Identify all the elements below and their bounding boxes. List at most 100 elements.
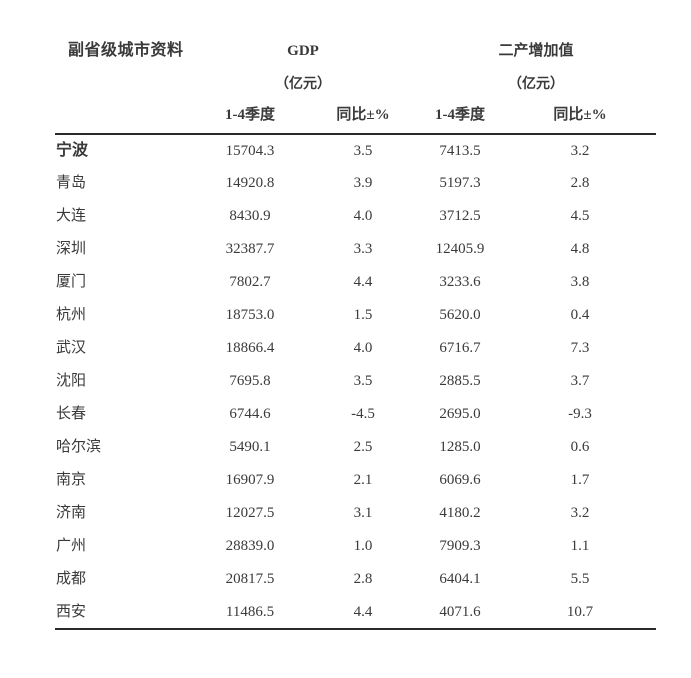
gdp-yoy-value: 3.9 (353, 175, 373, 191)
gdp-yoy-value: 3.5 (353, 373, 373, 389)
secondary-yoy-value: 1.1 (570, 538, 590, 554)
gdp-yoy-header: 同比±% (336, 106, 390, 123)
city-name: 武汉 (56, 340, 87, 356)
table-row: 武汉 18866.4 4.0 6716.7 7.3 (55, 332, 656, 365)
gdp-value: 18866.4 (225, 340, 275, 356)
table-row: 广州 28839.0 1.0 7909.3 1.1 (55, 530, 656, 563)
table-row: 宁波 15704.3 3.5 7413.5 3.2 (55, 134, 656, 167)
table-header: 副省级城市资料 GDP 二产增加值 （亿元） （亿元） 1-4季度 同比±% 1… (55, 29, 657, 134)
gdp-group-header: GDP (287, 42, 319, 59)
city-name: 济南 (56, 505, 87, 521)
table-row: 大连 8430.9 4.0 3712.5 4.5 (55, 200, 656, 233)
city-name: 西安 (56, 603, 87, 620)
city-name: 广州 (56, 538, 87, 554)
group-header-row: 副省级城市资料 GDP 二产增加值 (55, 29, 656, 73)
secondary-unit-label: （亿元） (508, 77, 565, 93)
table-row: 南京 16907.9 2.1 6069.6 1.7 (55, 464, 656, 497)
secondary-yoy-value: 3.2 (570, 142, 590, 159)
table-row: 沈阳 7695.8 3.5 2885.5 3.7 (55, 365, 656, 398)
city-name: 青岛 (56, 175, 87, 191)
secondary-value: 6069.6 (439, 472, 481, 488)
table-body: 宁波 15704.3 3.5 7413.5 3.2 青岛 14920.8 3.9… (55, 134, 657, 629)
secondary-yoy-value: 5.5 (570, 571, 590, 587)
gdp-yoy-value: 3.1 (353, 505, 373, 521)
city-name: 南京 (56, 472, 87, 488)
gdp-value: 18753.0 (225, 307, 275, 323)
gdp-value: 11486.5 (225, 603, 275, 620)
secondary-yoy-value: 4.8 (570, 241, 590, 257)
table-row: 哈尔滨 5490.1 2.5 1285.0 0.6 (55, 431, 656, 464)
secondary-yoy-header: 同比±% (553, 106, 607, 123)
gdp-value: 28839.0 (225, 538, 275, 554)
gdp-value: 5490.1 (229, 439, 271, 455)
city-name: 厦门 (56, 274, 87, 290)
secondary-group-header: 二产增加值 (498, 42, 574, 59)
secondary-yoy-value: 7.3 (570, 340, 590, 356)
gdp-yoy-value: 2.1 (353, 472, 373, 488)
spacer-cell (55, 97, 190, 134)
gdp-value: 32387.7 (225, 241, 275, 257)
secondary-yoy-value: 3.2 (570, 505, 590, 521)
gdp-yoy-value: 4.4 (353, 603, 373, 620)
secondary-yoy-value: 1.7 (570, 472, 590, 488)
gdp-yoy-value: 3.3 (353, 241, 373, 257)
secondary-yoy-value: 3.7 (570, 373, 590, 389)
secondary-value: 5620.0 (439, 307, 481, 323)
spacer-cell (55, 73, 190, 97)
gdp-value: 14920.8 (225, 175, 275, 191)
gdp-yoy-value: 2.8 (353, 571, 373, 587)
gdp-value: 16907.9 (225, 472, 275, 488)
secondary-value: 3233.6 (439, 274, 481, 290)
table-row: 济南 12027.5 3.1 4180.2 3.2 (55, 497, 656, 530)
gdp-yoy-value: 2.5 (353, 439, 373, 455)
secondary-value: 5197.3 (439, 175, 481, 191)
table-row: 杭州 18753.0 1.5 5620.0 0.4 (55, 299, 656, 332)
gdp-value: 20817.5 (225, 571, 275, 587)
sub-header-row: 1-4季度 同比±% 1-4季度 同比±% (55, 97, 657, 134)
city-name: 成都 (56, 571, 87, 587)
secondary-value: 3712.5 (439, 208, 481, 224)
secondary-value: 6404.1 (439, 571, 481, 587)
table-row: 深圳 32387.7 3.3 12405.9 4.8 (55, 233, 656, 266)
gdp-value: 12027.5 (225, 505, 275, 521)
table-row: 青岛 14920.8 3.9 5197.3 2.8 (55, 167, 656, 200)
city-name: 哈尔滨 (56, 439, 102, 455)
secondary-yoy-value: 2.8 (570, 175, 590, 191)
secondary-value: 4071.6 (439, 603, 481, 620)
gdp-quarter-header: 1-4季度 (225, 106, 275, 123)
gdp-yoy-value: 4.4 (353, 274, 373, 290)
gdp-value: 15704.3 (225, 142, 275, 159)
secondary-value: 7413.5 (439, 142, 481, 159)
secondary-yoy-value: 0.6 (570, 439, 590, 455)
gdp-value: 8430.9 (229, 208, 271, 224)
secondary-value: 12405.9 (435, 241, 485, 257)
gdp-yoy-value: -4.5 (351, 406, 375, 422)
city-name: 大连 (56, 208, 87, 224)
secondary-yoy-value: 0.4 (570, 307, 590, 323)
city-name: 沈阳 (56, 373, 87, 389)
secondary-yoy-value: -9.3 (568, 406, 592, 422)
secondary-value: 2695.0 (439, 406, 481, 422)
gdp-value: 7802.7 (229, 274, 271, 290)
gdp-value: 7695.8 (229, 373, 271, 389)
gdp-yoy-value: 3.5 (353, 142, 373, 159)
gdp-unit-label: （亿元） (275, 77, 331, 93)
secondary-quarter-header: 1-4季度 (435, 106, 486, 123)
corner-header: 副省级城市资料 (68, 42, 184, 60)
city-stats-table: 副省级城市资料 GDP 二产增加值 （亿元） （亿元） 1-4季度 同比±% 1… (55, 29, 657, 630)
secondary-yoy-value: 3.8 (570, 274, 590, 290)
city-name: 长春 (56, 406, 87, 422)
unit-header-row: （亿元） （亿元） (55, 73, 656, 97)
gdp-yoy-value: 1.5 (353, 307, 373, 323)
city-name: 深圳 (56, 241, 87, 257)
gdp-yoy-value: 1.0 (353, 538, 373, 554)
secondary-yoy-value: 10.7 (566, 603, 594, 620)
table-row: 西安 11486.5 4.4 4071.6 10.7 (55, 596, 657, 629)
table-row: 厦门 7802.7 4.4 3233.6 3.8 (55, 266, 656, 299)
city-name: 宁波 (56, 142, 89, 159)
gdp-yoy-value: 4.0 (353, 208, 373, 224)
city-name: 杭州 (56, 307, 87, 323)
secondary-value: 4180.2 (439, 505, 481, 521)
secondary-value: 7909.3 (439, 538, 481, 554)
